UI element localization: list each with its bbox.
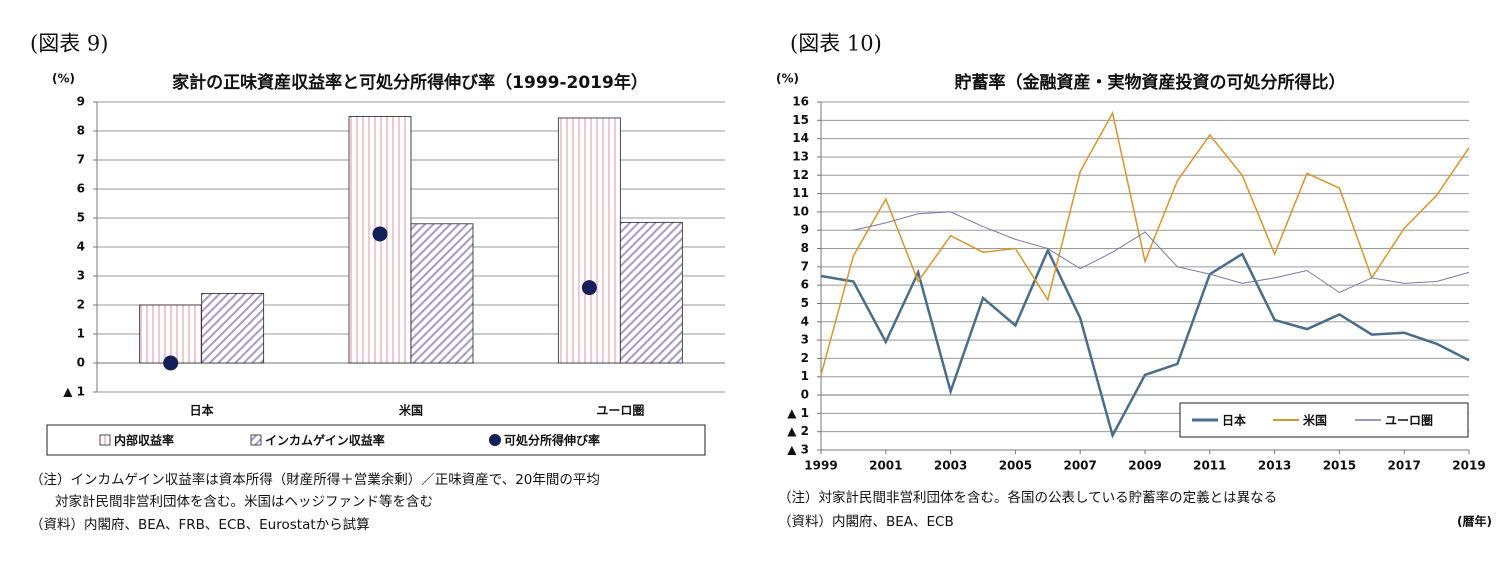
- legend-marker: [99, 434, 111, 446]
- y-tick-label: 4: [77, 240, 85, 254]
- dot: [163, 355, 179, 371]
- line: [820, 247, 1470, 439]
- y-tick-label: 8: [77, 124, 85, 138]
- y-tick-label: 10: [792, 204, 809, 218]
- y-tick-label: 8: [801, 241, 809, 255]
- x-tick-label: ユーロ圏: [596, 404, 644, 418]
- x-tick-label: 1999: [804, 459, 837, 473]
- x-tick-label: 2013: [1258, 459, 1291, 473]
- legend-label: ユーロ圏: [1385, 414, 1433, 428]
- y-tick-label: 1: [801, 369, 809, 383]
- bar: [410, 223, 474, 364]
- figure-label: (図表 9): [30, 32, 108, 56]
- y-tick-label: 4: [801, 314, 809, 328]
- y-tick-label: 16: [792, 95, 809, 109]
- x-tick-label: 2001: [869, 459, 902, 473]
- y-axis-label: (%): [52, 72, 75, 86]
- x-tick-label: 2007: [1063, 459, 1096, 473]
- x-tick-label: 2005: [999, 459, 1032, 473]
- x-tick-label: 2009: [1128, 459, 1161, 473]
- y-tick-label: 14: [792, 131, 809, 145]
- dot: [372, 226, 388, 242]
- x-tick-label: 2015: [1323, 459, 1356, 473]
- chart-title: 貯蓄率（金融資産・実物資産投資の可処分所得比）: [955, 72, 1346, 93]
- y-tick-label: 3: [801, 333, 809, 347]
- y-tick-label: 6: [801, 278, 809, 292]
- legend-marker: [489, 434, 501, 446]
- y-tick-label: 9: [801, 223, 809, 237]
- y-tick-label: 5: [801, 296, 809, 310]
- y-tick-label: 11: [792, 186, 809, 200]
- y-tick-label: ▲ 1: [63, 385, 85, 399]
- note: （注）インカムゲイン収益率は資本所得（財産所得＋営業余剰）／正味資産で、20年間…: [30, 471, 600, 488]
- y-tick-label: 7: [77, 153, 85, 167]
- y-axis-label: (%): [776, 72, 799, 86]
- legend-box: [1179, 402, 1469, 438]
- note: （注）対家計民間非営利団体を含む。各国の公表している貯蓄率の定義とは異なる: [778, 489, 1277, 506]
- bar: [557, 117, 621, 364]
- y-tick-label: 2: [77, 298, 85, 312]
- legend-box: [46, 424, 706, 456]
- line: [820, 110, 1470, 376]
- x-axis-label: (暦年): [1457, 514, 1492, 529]
- legend-label: 日本: [1222, 413, 1246, 428]
- legend-label: 米国: [1303, 413, 1327, 428]
- y-tick-label: ▲ 1: [787, 406, 809, 420]
- x-tick-label: 2011: [1193, 459, 1226, 473]
- legend-marker: [250, 434, 262, 446]
- note: （資料）内閣府、BEA、FRB、ECB、Eurostatから試算: [30, 517, 370, 533]
- y-tick-label: ▲ 2: [787, 424, 809, 438]
- legend-label: 内部収益率: [114, 433, 174, 448]
- x-tick-label: 2003: [934, 459, 967, 473]
- y-tick-label: 13: [792, 149, 809, 163]
- x-tick-label: 米国: [399, 403, 423, 418]
- bar: [201, 292, 265, 364]
- y-tick-label: 15: [792, 113, 809, 127]
- y-tick-label: 12: [792, 168, 809, 182]
- bar: [619, 221, 683, 364]
- x-tick-label: 日本: [190, 403, 214, 418]
- y-tick-label: ▲ 3: [787, 443, 809, 457]
- y-tick-label: 0: [77, 356, 85, 370]
- y-tick-label: 3: [77, 269, 85, 283]
- note: （資料）内閣府、BEA、ECB: [778, 514, 954, 530]
- figure-label: (図表 10): [790, 32, 882, 56]
- note: 対家計民間非営利団体を含む。米国はヘッジファンド等を含む: [55, 493, 433, 510]
- dot: [581, 280, 597, 296]
- y-tick-label: 5: [77, 211, 85, 225]
- y-tick-label: 2: [801, 351, 809, 365]
- x-tick-label: 2019: [1452, 459, 1485, 473]
- y-tick-label: 1: [77, 327, 85, 341]
- chart-title: 家計の正味資産収益率と可処分所得伸び率（1999-2019年）: [172, 72, 648, 93]
- y-tick-label: 7: [801, 259, 809, 273]
- y-tick-label: 9: [77, 95, 85, 109]
- line: [853, 211, 1470, 294]
- y-tick-label: 6: [77, 182, 85, 196]
- legend-label: インカムゲイン収益率: [265, 433, 385, 448]
- bar: [139, 304, 203, 364]
- x-tick-label: 2017: [1387, 459, 1420, 473]
- legend-label: 可処分所得伸び率: [504, 433, 600, 448]
- y-tick-label: 0: [801, 388, 809, 402]
